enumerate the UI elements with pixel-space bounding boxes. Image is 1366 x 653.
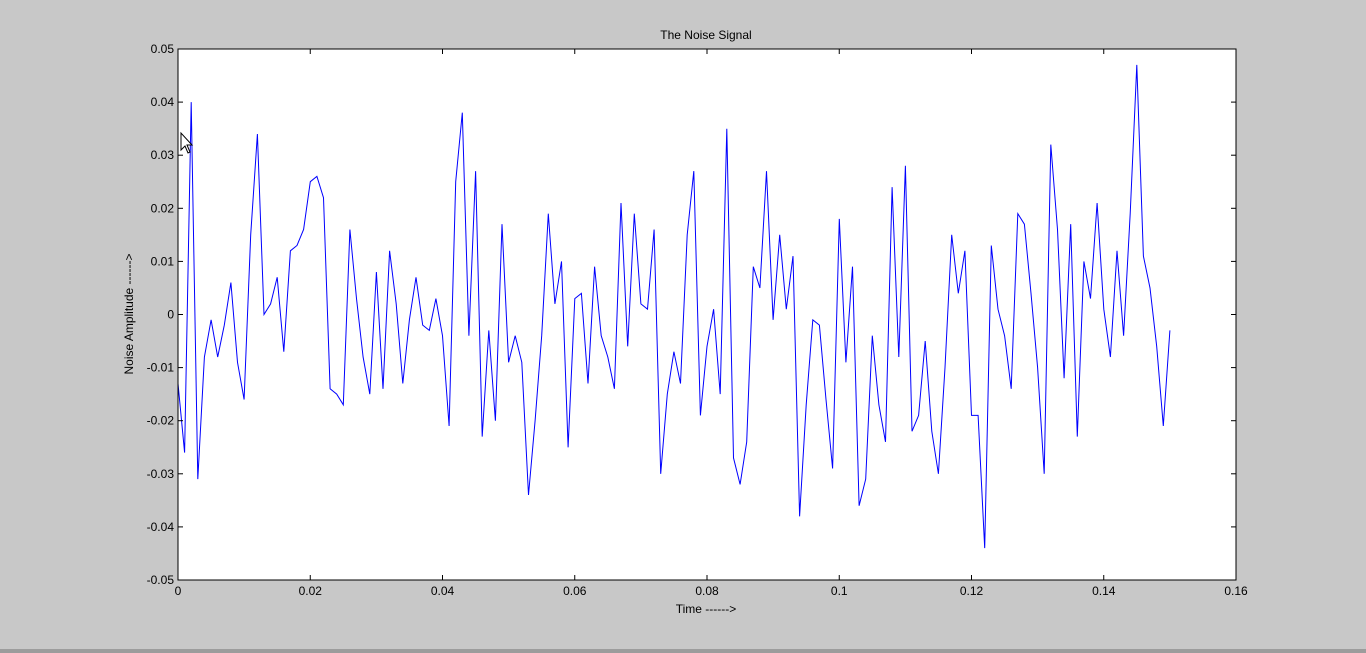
noise-signal-line [177, 64, 1171, 549]
window-bottom-edge [0, 649, 1366, 653]
chart-title: The Noise Signal [660, 28, 751, 42]
y-tick-label: 0 [167, 308, 174, 322]
mouse-pointer-icon [180, 131, 194, 154]
x-tick-label: 0.08 [695, 584, 719, 598]
y-tick-label: -0.05 [147, 573, 175, 587]
x-tick-label: 0.12 [960, 584, 984, 598]
y-axis-label: Noise Amplitude ------> [122, 253, 136, 374]
x-tick-label: 0.02 [299, 584, 323, 598]
x-tick-label: 0.04 [431, 584, 455, 598]
x-tick-label: 0.16 [1224, 584, 1248, 598]
y-tick-label: 0.03 [151, 148, 175, 162]
x-tick-label: 0.14 [1092, 584, 1116, 598]
y-tick-label: -0.04 [147, 520, 175, 534]
y-tick-label: 0.05 [151, 42, 175, 56]
series-layer [177, 64, 1171, 549]
y-tick-label: -0.03 [147, 467, 175, 481]
x-tick-label: 0.06 [563, 584, 587, 598]
ticks-layer: 0 0.02 0.04 0.06 0.08 0.1 0.12 0.14 0.16 -0.05 -0.… [147, 42, 1248, 598]
axes-background [178, 49, 1236, 580]
y-tick-label: -0.01 [147, 361, 175, 375]
y-tick-label: -0.02 [147, 414, 175, 428]
x-tick-label: 0 [175, 584, 182, 598]
y-tick-label: 0.04 [151, 95, 175, 109]
x-axis-label: Time ------> [676, 602, 737, 616]
x-tick-label: 0.1 [831, 584, 848, 598]
y-tick-label: 0.02 [151, 201, 175, 215]
y-tick-label: 0.01 [151, 254, 175, 268]
